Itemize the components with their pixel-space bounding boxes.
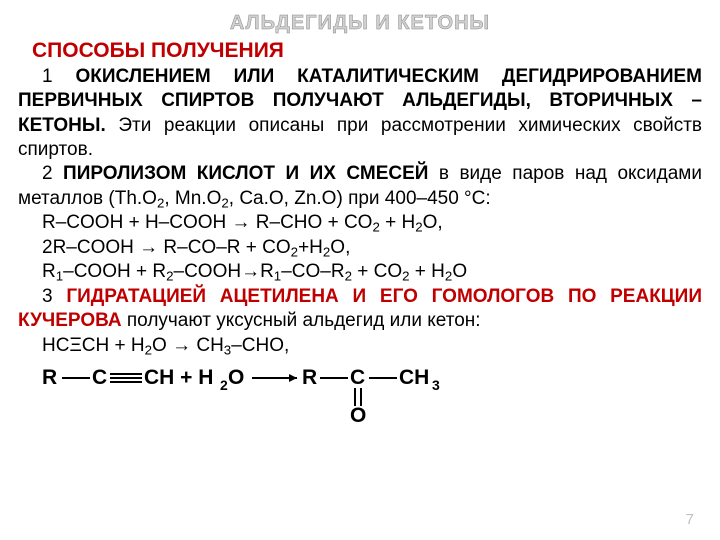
svg-text:R: R (42, 366, 57, 389)
para2-rest-c: , Ca.O, Zn.O) при 400–450 °C: (229, 188, 491, 209)
section-heading: СПОСОБЫ ПОЛУЧЕНИЯ (18, 39, 702, 63)
equation-1: R–COOH + H–COOH → R–CHO + CO2 + H2O, (18, 211, 702, 236)
structural-formula: R C CH + H 2 O R C CH 3 O (42, 364, 702, 429)
sub-2b: 2 (221, 195, 228, 210)
para2-rest-b: , Mn.O (164, 188, 221, 209)
svg-text:CH + H: CH + H (144, 366, 213, 389)
eq3-g: O (452, 261, 467, 282)
eq2-a: 2R–COOH → R–CO–R + CO (42, 237, 291, 258)
sub: 2 (372, 219, 379, 234)
paragraph-1: 1 ОКИСЛЕНИЕМ ИЛИ КАТАЛИТИЧЕСКИМ ДЕГИДРИР… (18, 65, 702, 162)
svg-text:R: R (302, 366, 317, 389)
formula-svg: R C CH + H 2 O R C CH 3 O (42, 364, 482, 424)
eq3-c: –COOH→R (174, 261, 274, 282)
sub: 2 (345, 269, 352, 284)
page-title: АЛЬДЕГИДЫ И КЕТОНЫ (18, 12, 702, 35)
svg-text:O: O (228, 366, 244, 389)
para1-rest: Эти реакции описаны при рассмотрении хим… (18, 115, 702, 160)
paragraph-3: 3 ГИДРАТАЦИЕЙ АЦЕТИЛЕНА И ЕГО ГОМОЛОГОВ … (18, 285, 702, 334)
eq4-c: –CHO, (231, 335, 289, 356)
svg-text:2: 2 (220, 377, 228, 393)
page-number: 7 (686, 511, 694, 528)
svg-text:3: 3 (432, 377, 440, 393)
eq3-a: R (42, 261, 56, 282)
sub: 2 (145, 342, 152, 357)
eq2-b: +H (298, 237, 323, 258)
sub: 2 (402, 269, 409, 284)
eq3-d: –CO–R (281, 261, 344, 282)
eq1-c: O, (423, 212, 443, 233)
eq1-b: + H (380, 212, 415, 233)
eq2-c: O, (330, 237, 350, 258)
eq4-a: HCΞCH + H (42, 335, 145, 356)
equation-4: HCΞCH + H2O → CH3–CHO, (18, 334, 702, 359)
svg-text:C: C (350, 366, 365, 389)
paragraph-2: 2 ПИРОЛИЗОМ КИСЛОТ И ИХ СМЕСЕЙ в виде па… (18, 162, 702, 211)
sub: 2 (166, 269, 173, 284)
para1-num: 1 (42, 66, 76, 87)
equation-2: 2R–COOH → R–CO–R + CO2+H2O, (18, 236, 702, 261)
equation-3: R1–COOH + R2–COOH→R1–CO–R2 + CO2 + H2O (18, 260, 702, 285)
eq1-a: R–COOH + H–COOH → R–CHO + CO (42, 212, 372, 233)
para3-num: 3 (42, 286, 66, 307)
para3-rest: получают уксусный альдегид или кетон: (122, 310, 481, 331)
svg-text:CH: CH (399, 366, 429, 389)
eq3-e: + CO (352, 261, 402, 282)
eq3-f: + H (410, 261, 445, 282)
svg-text:O: O (350, 404, 366, 424)
sub: 2 (291, 244, 298, 259)
para2-bold: ПИРОЛИЗОМ КИСЛОТ И ИХ СМЕСЕЙ (63, 163, 428, 184)
sub: 2 (415, 219, 422, 234)
eq3-b: –COOH + R (63, 261, 166, 282)
eq4-b: O → CH (152, 335, 224, 356)
para2-num: 2 (42, 163, 63, 184)
svg-text:C: C (92, 366, 107, 389)
